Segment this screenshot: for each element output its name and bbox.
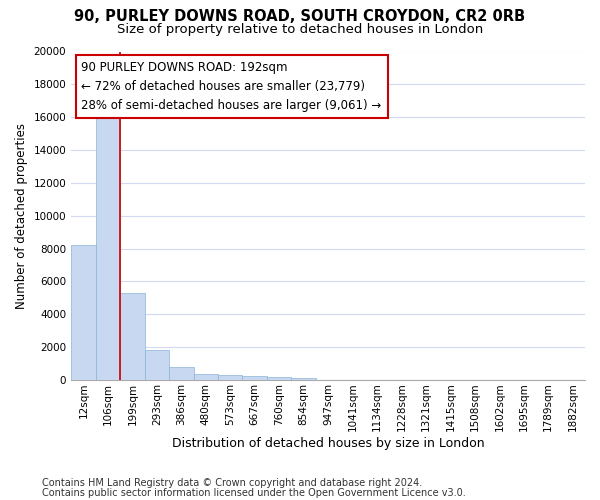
Text: Size of property relative to detached houses in London: Size of property relative to detached ho… xyxy=(117,22,483,36)
Text: 90, PURLEY DOWNS ROAD, SOUTH CROYDON, CR2 0RB: 90, PURLEY DOWNS ROAD, SOUTH CROYDON, CR… xyxy=(74,9,526,24)
Bar xyxy=(267,378,292,380)
Bar xyxy=(145,350,169,380)
Text: Contains public sector information licensed under the Open Government Licence v3: Contains public sector information licen… xyxy=(42,488,466,498)
Bar xyxy=(169,367,194,380)
Bar xyxy=(71,246,95,380)
Bar xyxy=(292,378,316,380)
Bar xyxy=(194,374,218,380)
Bar xyxy=(242,376,267,380)
X-axis label: Distribution of detached houses by size in London: Distribution of detached houses by size … xyxy=(172,437,484,450)
Bar xyxy=(95,108,120,380)
Bar xyxy=(218,376,242,380)
Bar xyxy=(120,293,145,380)
Text: Contains HM Land Registry data © Crown copyright and database right 2024.: Contains HM Land Registry data © Crown c… xyxy=(42,478,422,488)
Y-axis label: Number of detached properties: Number of detached properties xyxy=(15,122,28,308)
Text: 90 PURLEY DOWNS ROAD: 192sqm
← 72% of detached houses are smaller (23,779)
28% o: 90 PURLEY DOWNS ROAD: 192sqm ← 72% of de… xyxy=(82,62,382,112)
